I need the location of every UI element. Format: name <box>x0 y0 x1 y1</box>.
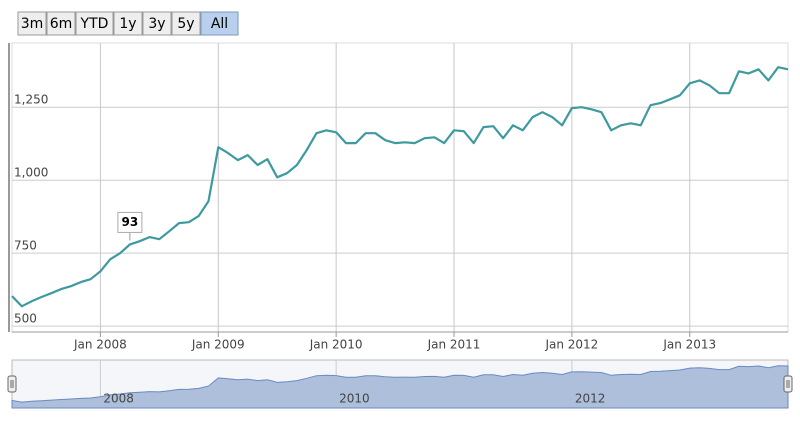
navigator-label: 2010 <box>339 392 370 406</box>
navigator-label: 2008 <box>103 392 134 406</box>
button-frame <box>46 11 76 36</box>
button-frame <box>171 11 201 36</box>
range-button[interactable]: 1y <box>113 11 143 36</box>
range-button[interactable]: All <box>200 11 239 36</box>
button-label: 1y <box>119 16 136 32</box>
button-frame <box>113 11 143 36</box>
range-button[interactable]: 5y <box>171 11 201 36</box>
x-tick-label: Jan 2013 <box>662 338 716 352</box>
button-label: 6m <box>50 16 73 32</box>
button-frame <box>17 11 47 36</box>
tooltip-box <box>117 211 143 233</box>
button-label: All <box>211 16 228 32</box>
x-tick-label: Jan 2008 <box>73 338 127 352</box>
button-label: 3y <box>148 16 165 32</box>
navigator-handle[interactable] <box>783 375 793 393</box>
tooltip-text: 93 <box>122 215 139 229</box>
navigator-area <box>11 365 789 409</box>
plot-background <box>11 42 789 333</box>
button-frame <box>142 11 172 36</box>
button-label: 5y <box>177 16 194 32</box>
navigator-label: 2012 <box>575 392 606 406</box>
button-label: YTD <box>80 16 109 32</box>
range-button[interactable]: YTD <box>75 11 114 36</box>
x-tick-label: Jan 2009 <box>191 338 245 352</box>
button-frame <box>75 11 114 36</box>
button-label: 3m <box>21 16 44 32</box>
x-tick-label: Jan 2011 <box>427 338 481 352</box>
range-button[interactable]: 3y <box>142 11 172 36</box>
price-line <box>11 66 789 308</box>
y-tick-label: 750 <box>14 239 37 253</box>
navigator-handle[interactable] <box>7 375 17 393</box>
range-button[interactable]: 6m <box>46 11 76 36</box>
range-button[interactable]: 3m <box>17 11 47 36</box>
y-tick-label: 1,250 <box>14 93 48 107</box>
x-tick-label: Jan 2012 <box>544 338 598 352</box>
button-frame <box>200 11 239 36</box>
y-tick-label: 1,000 <box>14 166 48 180</box>
y-tick-label: 500 <box>14 312 37 326</box>
x-tick-label: Jan 2010 <box>309 338 363 352</box>
